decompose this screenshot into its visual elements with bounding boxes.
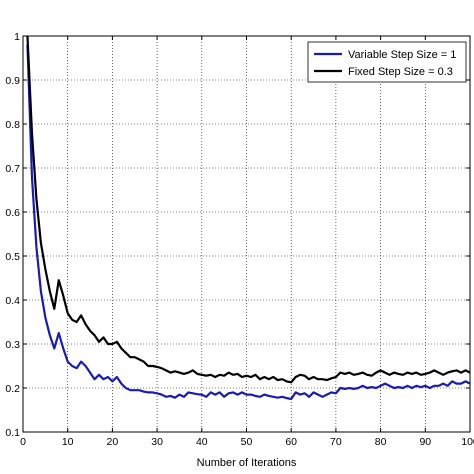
x-tick-label: 30 xyxy=(151,436,163,448)
x-tick-label: 90 xyxy=(419,436,431,448)
x-tick-label: 20 xyxy=(107,436,119,448)
y-tick-label: 0.6 xyxy=(5,207,20,219)
series-line-variable-step xyxy=(26,44,471,401)
y-tick-label: 0.2 xyxy=(5,383,20,395)
y-tick-label: 0.7 xyxy=(5,163,20,175)
y-tick-label: 0.9 xyxy=(5,75,20,87)
y-tick-label: 0.1 xyxy=(5,427,20,439)
series-line-fixed-step xyxy=(26,35,471,384)
x-tick-label: 40 xyxy=(196,436,208,448)
x-tick-label: 70 xyxy=(330,436,342,448)
y-tick-label: 0.4 xyxy=(5,295,20,307)
x-tick-label: 100 xyxy=(461,436,474,448)
y-tick-label: 1 xyxy=(14,31,20,43)
x-tick-label: 10 xyxy=(62,436,74,448)
axis-ticks: 0 10 20 30 40 50 60 70 80 90 100 0.1 0.2 0.3 0.4 0.5 0.6… xyxy=(5,31,474,448)
legend-label-fixed-step: Fixed Step Size = 0.3 xyxy=(348,66,453,78)
x-tick-label: 0 xyxy=(20,436,26,448)
x-tick-label: 60 xyxy=(285,436,297,448)
legend-label-variable-step: Variable Step Size = 1 xyxy=(348,49,456,61)
y-tick-label: 0.8 xyxy=(5,119,20,131)
legend: Variable Step Size = 1 Fixed Step Size =… xyxy=(307,41,467,83)
series-layer xyxy=(26,35,471,401)
y-tick-label: 0.3 xyxy=(5,339,20,351)
y-tick-label: 0.5 xyxy=(5,251,20,263)
x-tick-label: 80 xyxy=(375,436,387,448)
x-tick-label: 50 xyxy=(241,436,253,448)
legend-box xyxy=(307,41,467,83)
x-axis-title: Number of Iterations xyxy=(197,457,297,469)
